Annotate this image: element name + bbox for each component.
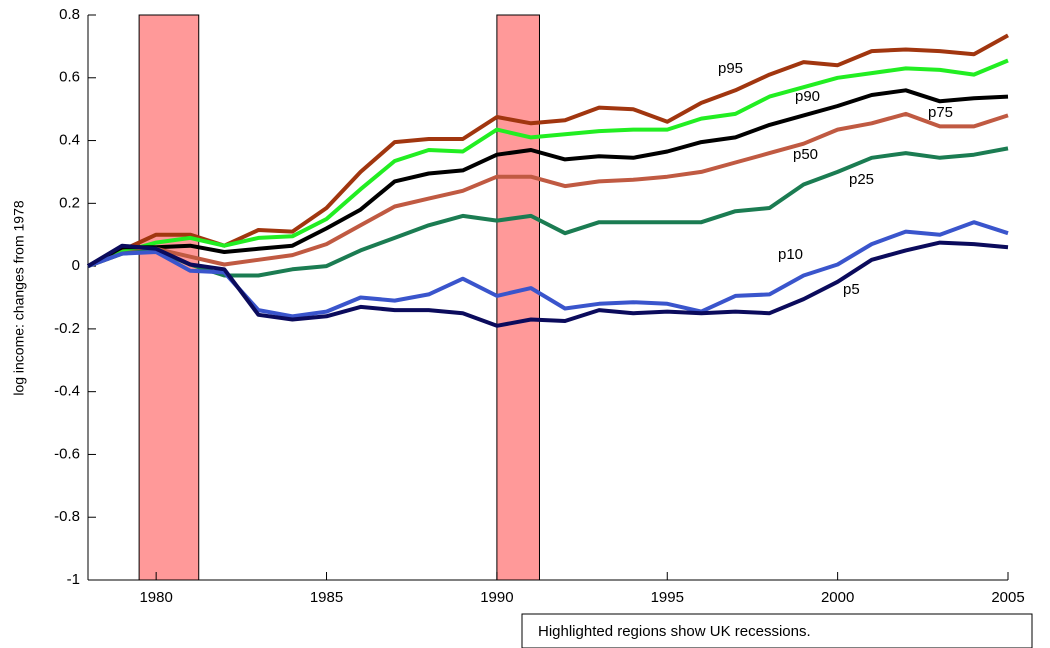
y-tick-label: 0.8 [59, 6, 80, 23]
x-tick-label: 1985 [310, 589, 343, 606]
y-axis-label: log income: changes from 1978 [11, 200, 27, 396]
y-tick-label: 0.4 [59, 132, 80, 149]
y-tick-label: -0.2 [54, 320, 80, 337]
y-tick-label: 0 [72, 257, 80, 274]
series-line [87, 88, 1009, 268]
y-tick-label: -0.8 [54, 508, 80, 525]
x-tick-label: 1980 [139, 589, 172, 606]
x-tick-label: 2000 [821, 589, 854, 606]
y-tick-label: -0.6 [54, 445, 80, 462]
y-tick-label: 0.6 [59, 69, 80, 86]
series-line [87, 111, 1009, 268]
note: Highlighted regions show UK recessions. [538, 623, 811, 640]
series-label: p10 [778, 246, 803, 263]
y-tick-label: -0.4 [54, 383, 80, 400]
recession-band [496, 14, 540, 581]
series-line [87, 146, 1009, 278]
y-tick-label: 0.2 [59, 194, 80, 211]
note-box [521, 613, 1033, 648]
series-label: p5 [843, 281, 860, 298]
series-label: p75 [928, 104, 953, 121]
x-tick-label: 1990 [480, 589, 513, 606]
recession-band [138, 14, 200, 581]
series-label: p50 [793, 146, 818, 163]
y-tick-label: -1 [67, 571, 80, 588]
series-label: p95 [718, 60, 743, 77]
series-label: p25 [849, 171, 874, 188]
series-line [86, 240, 1009, 328]
series-line [87, 33, 1009, 268]
x-tick-label: 1995 [651, 589, 684, 606]
series-line [87, 58, 1009, 268]
x-tick-label: 2005 [991, 589, 1024, 606]
series-label: p90 [795, 88, 820, 105]
